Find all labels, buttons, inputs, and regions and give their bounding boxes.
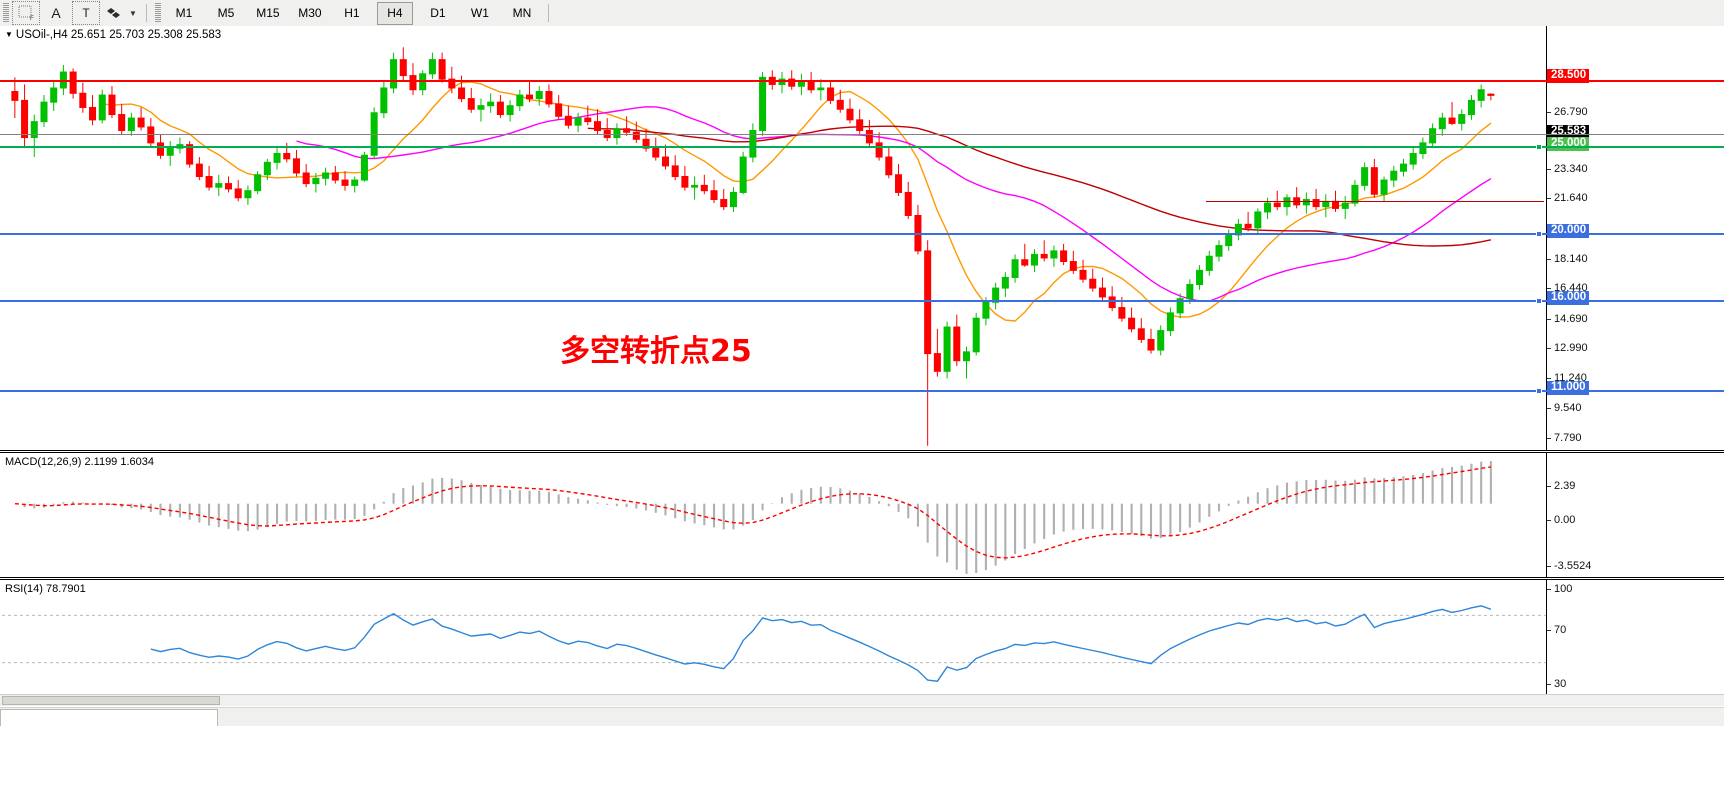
price-tick-label: 12.990 bbox=[1554, 342, 1588, 354]
rsi-plot[interactable] bbox=[2, 580, 1546, 697]
crosshair-icon[interactable]: F bbox=[12, 1, 40, 25]
price-level-label-28-500[interactable]: 28.500 bbox=[1547, 69, 1590, 83]
price-tick-label: 18.140 bbox=[1554, 253, 1588, 265]
trendline-segment[interactable] bbox=[1206, 201, 1544, 202]
rsi-label: RSI(14) 78.7901 bbox=[5, 583, 86, 595]
macd-svg bbox=[14, 461, 1492, 574]
scrollbar-thumb[interactable] bbox=[2, 696, 220, 705]
chart-tab[interactable] bbox=[0, 709, 218, 726]
rsi-svg bbox=[2, 605, 1546, 682]
macd-plot[interactable] bbox=[2, 453, 1546, 577]
price-tick-label: 9.540 bbox=[1554, 402, 1582, 414]
price-tick: 14.690 bbox=[1547, 313, 1588, 325]
current-price-line[interactable] bbox=[0, 134, 1724, 135]
timeframe-grip[interactable] bbox=[154, 3, 161, 23]
rsi-tick: 30 bbox=[1547, 678, 1566, 690]
macd-tick: 0.00 bbox=[1547, 514, 1575, 526]
price-tick: 18.140 bbox=[1547, 253, 1588, 265]
symbol-header: ▼ USOil-,H4 25.651 25.703 25.308 25.583 bbox=[5, 29, 221, 41]
toolbar-grip[interactable] bbox=[3, 3, 9, 23]
price-tick-label: 14.690 bbox=[1554, 313, 1588, 325]
timeframe-m1[interactable]: M1 bbox=[175, 6, 193, 20]
collapse-triangle-icon[interactable]: ▼ bbox=[5, 30, 13, 40]
objects-icon[interactable] bbox=[102, 1, 130, 25]
timeframe-h4[interactable]: H4 bbox=[376, 1, 413, 25]
timeframe-h1[interactable]: H1 bbox=[344, 6, 360, 20]
rsi-tick: 70 bbox=[1547, 624, 1566, 636]
macd-pane[interactable]: MACD(12,26,9) 2.1199 1.6034 2.39 0.00 -3.5… bbox=[0, 452, 1724, 578]
candlestick-svg bbox=[11, 47, 1495, 446]
timeframe-group: M1 M5 M15 M30 H1 H4 D1 W1 MN bbox=[163, 1, 543, 25]
level-25000[interactable] bbox=[0, 146, 1724, 148]
macd-tick-label: 2.39 bbox=[1554, 480, 1576, 492]
price-plot[interactable] bbox=[2, 26, 1546, 450]
rsi-tick-label: 70 bbox=[1554, 624, 1567, 636]
level-11000-handle[interactable] bbox=[1536, 388, 1542, 394]
macd-label: MACD(12,26,9) 2.1199 1.6034 bbox=[5, 456, 154, 468]
price-tick-label: 26.790 bbox=[1554, 106, 1588, 118]
price-tick: 12.990 bbox=[1547, 342, 1588, 354]
chart-area[interactable]: ▼ USOil-,H4 25.651 25.703 25.308 25.583 多… bbox=[0, 26, 1724, 790]
rsi-tick-label: 100 bbox=[1554, 583, 1573, 595]
text-tool-icon[interactable]: A bbox=[42, 1, 70, 25]
statusbar bbox=[0, 694, 1724, 790]
price-level-label-25-000[interactable]: 25.000 bbox=[1547, 137, 1590, 151]
timeframe-mn[interactable]: MN bbox=[512, 6, 532, 20]
rsi-tick-label: 30 bbox=[1554, 678, 1567, 690]
toolbar: F A T ▼ M1 M5 M15 M30 H1 H4 D1 W1 MN bbox=[0, 0, 1724, 27]
level-16000-handle[interactable] bbox=[1536, 298, 1542, 304]
price-tick: 26.790 bbox=[1547, 106, 1588, 118]
chart-tabbar[interactable] bbox=[0, 707, 1724, 726]
price-tick-label: 7.790 bbox=[1554, 432, 1582, 444]
timeframe-d1[interactable]: D1 bbox=[430, 6, 446, 20]
price-tick: 9.540 bbox=[1547, 402, 1582, 414]
macd-tick: 2.39 bbox=[1547, 480, 1575, 492]
rsi-axis: 10070300 bbox=[1546, 580, 1724, 717]
macd-tick: -3.5524 bbox=[1547, 560, 1591, 572]
level-16000[interactable] bbox=[0, 300, 1724, 302]
level-20000[interactable] bbox=[0, 233, 1724, 235]
toolbar-separator bbox=[145, 4, 147, 22]
price-tick: 21.640 bbox=[1547, 192, 1588, 204]
svg-text:F: F bbox=[30, 16, 34, 21]
price-level-label-20-000[interactable]: 20.000 bbox=[1547, 224, 1590, 238]
timeframe-m5[interactable]: M5 bbox=[217, 6, 235, 20]
price-tick-label: 23.340 bbox=[1554, 163, 1588, 175]
toolbar-separator-2 bbox=[547, 4, 549, 22]
text-tool-glyph: A bbox=[51, 5, 61, 21]
price-tick: 7.790 bbox=[1547, 432, 1582, 444]
text-label-icon[interactable]: T bbox=[72, 1, 100, 25]
chart-annotation-text: 多空转折点25 bbox=[560, 334, 752, 369]
price-axis[interactable]: 26.790 23.340 21.640 18.140 16.440 14.690 12.9… bbox=[1546, 26, 1724, 473]
macd-axis: 2.39 0.00 -3.5524 bbox=[1546, 453, 1724, 577]
price-level-label-11-000[interactable]: 11.000 bbox=[1547, 381, 1589, 395]
chevron-down-icon[interactable]: ▼ bbox=[129, 8, 137, 18]
price-level-label-16-000[interactable]: 16.000 bbox=[1547, 291, 1590, 305]
text-label-glyph: T bbox=[82, 6, 90, 20]
symbol-header-text: USOil-,H4 25.651 25.703 25.308 25.583 bbox=[15, 29, 222, 41]
level-11000[interactable] bbox=[0, 390, 1724, 392]
timeframe-m15[interactable]: M15 bbox=[256, 6, 280, 20]
macd-tick-label: -3.5524 bbox=[1554, 560, 1592, 572]
price-tick: 23.340 bbox=[1547, 163, 1588, 175]
price-tick-label: 21.640 bbox=[1554, 192, 1588, 204]
price-pane[interactable]: ▼ USOil-,H4 25.651 25.703 25.308 25.583 多… bbox=[0, 26, 1724, 473]
rsi-tick: 100 bbox=[1547, 583, 1572, 595]
level-25000-handle[interactable] bbox=[1536, 144, 1542, 150]
timeframe-w1[interactable]: W1 bbox=[470, 6, 489, 20]
macd-tick-label: 0.00 bbox=[1554, 514, 1576, 526]
timeframe-m30[interactable]: M30 bbox=[298, 6, 322, 20]
level-20000-handle[interactable] bbox=[1536, 231, 1542, 237]
rsi-pane[interactable]: RSI(14) 78.7901 10070300 bbox=[0, 579, 1724, 717]
level-28500[interactable] bbox=[0, 80, 1724, 82]
horizontal-scrollbar[interactable] bbox=[0, 694, 1724, 706]
